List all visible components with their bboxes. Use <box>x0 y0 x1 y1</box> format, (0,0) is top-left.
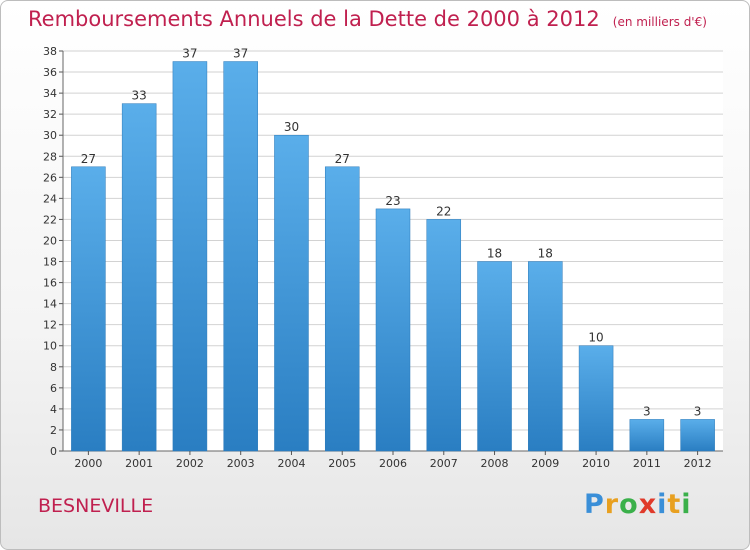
bar <box>680 419 715 452</box>
x-tick-label: 2001 <box>125 457 153 470</box>
bar <box>578 345 614 452</box>
y-tick-label: 34 <box>43 87 57 100</box>
logo-letter: P <box>584 489 605 520</box>
bar <box>172 61 208 452</box>
x-tick-label: 2012 <box>684 457 712 470</box>
x-tick-label: 2005 <box>328 457 356 470</box>
logo-letter: o <box>619 489 639 520</box>
y-tick-label: 4 <box>50 403 57 416</box>
y-tick-label: 28 <box>43 150 57 163</box>
x-tick-label: 2002 <box>176 457 204 470</box>
y-tick-label: 38 <box>43 45 57 58</box>
y-tick-label: 36 <box>43 66 57 79</box>
x-tick-label: 2006 <box>379 457 407 470</box>
x-tick-label: 2009 <box>531 457 559 470</box>
bar-value-label: 27 <box>335 152 350 166</box>
proxiti-logo: Proxiti <box>584 489 692 520</box>
y-tick-label: 8 <box>50 361 57 374</box>
y-tick-label: 30 <box>43 129 57 142</box>
bar <box>274 134 309 452</box>
chart-title: Remboursements Annuels de la Dette de 20… <box>28 7 600 31</box>
bar-value-label: 3 <box>643 404 651 418</box>
bar-value-label: 30 <box>284 120 299 134</box>
y-tick-label: 10 <box>43 340 57 353</box>
bar <box>629 419 665 452</box>
y-tick-label: 2 <box>50 424 57 437</box>
logo-letter: t <box>667 489 682 520</box>
bar-value-label: 18 <box>538 247 553 261</box>
bar <box>426 219 462 452</box>
chart-subtitle: (en milliers d'€) <box>612 15 707 29</box>
bar-value-label: 23 <box>385 194 400 208</box>
x-tick-label: 2004 <box>277 457 305 470</box>
bar-value-label: 10 <box>588 331 603 345</box>
title-row: Remboursements Annuels de la Dette de 20… <box>28 7 707 31</box>
bar-value-label: 37 <box>182 47 197 61</box>
y-tick-label: 6 <box>50 382 57 395</box>
x-tick-label: 2003 <box>227 457 255 470</box>
logo-letter: i <box>657 489 668 520</box>
bar <box>528 261 563 452</box>
bar <box>71 166 106 452</box>
commune-name: BESNEVILLE <box>38 495 154 517</box>
y-tick-label: 18 <box>43 256 57 269</box>
y-tick-label: 0 <box>50 445 57 458</box>
y-tick-label: 14 <box>43 298 57 311</box>
y-tick-label: 22 <box>43 213 57 226</box>
y-tick-label: 24 <box>43 192 57 205</box>
x-tick-label: 2000 <box>74 457 102 470</box>
logo-letter: r <box>604 489 620 520</box>
bar-value-label: 22 <box>436 204 451 218</box>
logo-letter: i <box>681 489 692 520</box>
bar <box>324 166 360 452</box>
y-tick-label: 26 <box>43 171 57 184</box>
bar-value-label: 18 <box>487 247 502 261</box>
x-tick-label: 2007 <box>430 457 458 470</box>
y-tick-label: 32 <box>43 108 57 121</box>
y-tick-label: 16 <box>43 277 57 290</box>
y-tick-label: 20 <box>43 234 57 247</box>
logo-letter: x <box>638 489 658 520</box>
bar-value-label: 27 <box>81 152 96 166</box>
bar <box>121 103 157 452</box>
x-tick-label: 2011 <box>633 457 661 470</box>
bar <box>375 208 411 452</box>
x-tick-label: 2010 <box>582 457 610 470</box>
bar <box>477 261 512 452</box>
bar-value-label: 3 <box>694 404 702 418</box>
x-tick-label: 2008 <box>481 457 509 470</box>
bar-value-label: 33 <box>132 89 147 103</box>
y-tick-label: 12 <box>43 319 57 332</box>
bar-value-label: 37 <box>233 47 248 61</box>
bar <box>223 61 258 452</box>
